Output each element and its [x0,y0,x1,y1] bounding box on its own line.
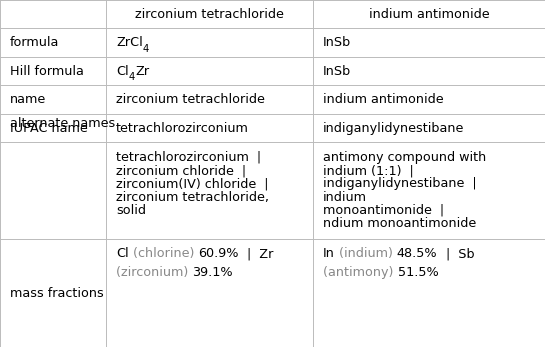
Text: (indium): (indium) [335,247,397,260]
Text: ndium monoantimonide: ndium monoantimonide [323,217,476,230]
Text: indium (1:1)  |: indium (1:1) | [323,164,414,177]
Text: 60.9%: 60.9% [198,247,239,260]
Text: 51.5%: 51.5% [397,266,438,279]
Text: zirconium tetrachloride,: zirconium tetrachloride, [116,191,269,203]
Text: 4: 4 [143,44,149,54]
Text: (zirconium): (zirconium) [116,266,192,279]
Text: indiganylidynestibane  |: indiganylidynestibane | [323,177,477,190]
Text: name: name [10,93,46,106]
Text: tetrachlorozirconium: tetrachlorozirconium [116,121,249,135]
Text: formula: formula [10,36,59,49]
Text: InSb: InSb [323,36,352,49]
Text: IUPAC name: IUPAC name [10,121,88,135]
Text: Cl: Cl [116,65,129,78]
Text: 48.5%: 48.5% [397,247,438,260]
Text: Zr: Zr [135,65,149,78]
Text: indium antimonide: indium antimonide [369,8,489,21]
Text: |  Sb: | Sb [438,247,474,260]
Text: ZrCl: ZrCl [116,36,143,49]
Text: zirconium tetrachloride: zirconium tetrachloride [116,93,265,106]
Text: 4: 4 [129,73,135,82]
Text: zirconium tetrachloride: zirconium tetrachloride [135,8,284,21]
Text: In: In [323,247,335,260]
Text: monoantimonide  |: monoantimonide | [323,204,444,217]
Text: alternate names: alternate names [10,117,115,130]
Text: 39.1%: 39.1% [192,266,233,279]
Text: zirconium(IV) chloride  |: zirconium(IV) chloride | [116,177,269,190]
Text: indiganylidynestibane: indiganylidynestibane [323,121,464,135]
Text: |  Zr: | Zr [239,247,273,260]
Text: indium antimonide: indium antimonide [323,93,444,106]
Text: tetrachlorozirconium  |: tetrachlorozirconium | [116,151,261,164]
Text: antimony compound with: antimony compound with [323,151,487,164]
Text: solid: solid [116,204,146,217]
Text: (antimony): (antimony) [323,266,397,279]
Text: zirconium chloride  |: zirconium chloride | [116,164,246,177]
Text: Cl: Cl [116,247,129,260]
Text: indium: indium [323,191,367,203]
Text: mass fractions: mass fractions [10,287,104,300]
Text: InSb: InSb [323,65,352,78]
Text: (chlorine): (chlorine) [129,247,198,260]
Text: Hill formula: Hill formula [10,65,84,78]
